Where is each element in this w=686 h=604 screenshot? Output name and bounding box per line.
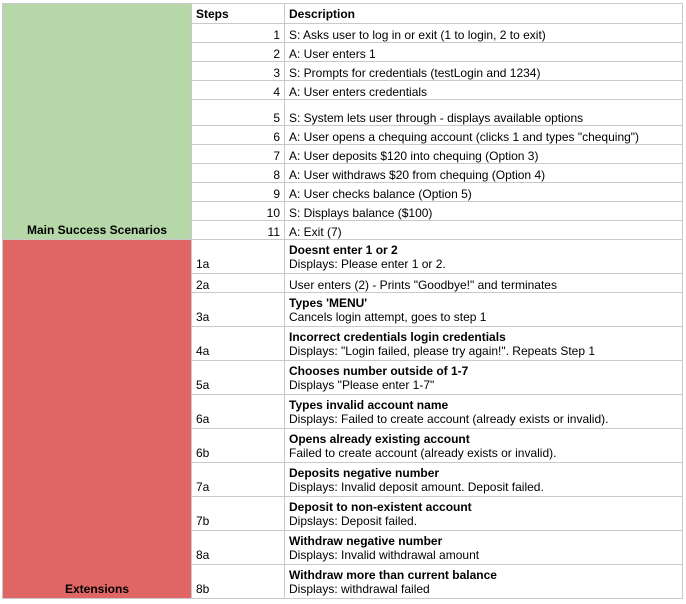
extensions-group-label: Extensions: [64, 582, 130, 596]
extension-description: Incorrect credentials login credentials …: [284, 326, 683, 361]
extension-detail: Displays: Failed to create account (alre…: [289, 412, 609, 426]
step-number: 9: [191, 182, 285, 202]
main-success-group-label: Main Success Scenarios: [26, 223, 168, 237]
step-number: 3: [191, 61, 285, 81]
table-row: 10 S: Displays balance ($100): [3, 201, 683, 221]
step-id: 2a: [191, 273, 285, 293]
extension-title: Deposits negative number: [289, 466, 440, 480]
step-id: 7b: [191, 496, 285, 531]
extension-title: Doesnt enter 1 or 2: [289, 243, 398, 257]
extension-title: Withdraw negative number: [289, 534, 443, 548]
extension-description: Opens already existing account Failed to…: [284, 428, 683, 463]
step-description: S: System lets user through - displays a…: [284, 99, 683, 126]
step-id: 3a: [191, 292, 285, 327]
extension-detail: Displays: Invalid withdrawal amount: [289, 548, 480, 562]
step-description: A: User deposits $120 into chequing (Opt…: [284, 144, 683, 164]
step-description: S: Asks user to log in or exit (1 to log…: [284, 23, 683, 43]
table-row: 2 A: User enters 1: [3, 42, 683, 62]
step-description: A: Exit (7): [284, 220, 683, 240]
step-number: 5: [191, 99, 285, 126]
extension-description: Withdraw negative number Displays: Inval…: [284, 530, 683, 565]
extension-description: Types invalid account name Displays: Fai…: [284, 394, 683, 429]
step-id: 4a: [191, 326, 285, 361]
extension-detail: User enters (2) - Prints "Goodbye!" and …: [289, 278, 557, 292]
table-row: 6b Opens already existing account Failed…: [3, 428, 683, 463]
extension-detail: Failed to create account (already exists…: [289, 446, 557, 460]
table-row: 7b Deposit to non-existent account Dipsl…: [3, 496, 683, 531]
extension-title: Chooses number outside of 1-7: [289, 364, 469, 378]
step-description: A: User enters credentials: [284, 80, 683, 100]
extension-detail: Displays: Invalid deposit amount. Deposi…: [289, 480, 544, 494]
header-row: Main Success Scenarios Steps Description: [2, 3, 683, 240]
extension-description: Deposits negative number Displays: Inval…: [284, 462, 683, 497]
step-description: S: Displays balance ($100): [284, 201, 683, 221]
extension-description: Chooses number outside of 1-7 Displays "…: [284, 360, 683, 395]
step-id: 6b: [191, 428, 285, 463]
step-number: 2: [191, 42, 285, 62]
step-id: 8b: [191, 564, 285, 599]
description-header: Description: [284, 3, 683, 24]
step-number: 4: [191, 80, 285, 100]
step-description: A: User withdraws $20 from chequing (Opt…: [284, 163, 683, 183]
extension-title: Deposit to non-existent account: [289, 500, 472, 514]
step-description: A: User opens a chequing account (clicks…: [284, 125, 683, 145]
table-row: 8b Withdraw more than current balance Di…: [3, 564, 683, 599]
extension-description: User enters (2) - Prints "Goodbye!" and …: [284, 273, 683, 293]
step-id: 7a: [191, 462, 285, 497]
extension-detail: Displays: "Login failed, please try agai…: [289, 344, 596, 358]
extension-detail: Dipslays: Deposit failed.: [289, 514, 418, 528]
extensions-group-cell: Extensions: [2, 239, 192, 599]
step-description: A: User enters 1: [284, 42, 683, 62]
extension-title: Types 'MENU': [289, 296, 368, 310]
table-row: 8 A: User withdraws $20 from chequing (O…: [3, 163, 683, 183]
extension-title: Types invalid account name: [289, 398, 449, 412]
extension-description: Doesnt enter 1 or 2 Displays: Please ent…: [284, 239, 683, 274]
table-row: Extensions 1a Doesnt enter 1 or 2 Displa…: [2, 239, 683, 599]
step-number: 11: [191, 220, 285, 240]
use-case-table: Main Success Scenarios Steps Description…: [2, 3, 683, 599]
extension-title: Opens already existing account: [289, 432, 470, 446]
table-row: 4 A: User enters credentials: [3, 80, 683, 100]
extension-description: Types 'MENU' Cancels login attempt, goes…: [284, 292, 683, 327]
steps-header: Steps: [191, 3, 285, 24]
extension-detail: Displays "Please enter 1-7": [289, 378, 435, 392]
table-row: 5 S: System lets user through - displays…: [3, 99, 683, 126]
extension-detail: Displays: withdrawal failed: [289, 582, 430, 596]
extension-description: Withdraw more than current balance Displ…: [284, 564, 683, 599]
step-number: 7: [191, 144, 285, 164]
table-row: 6a Types invalid account name Displays: …: [3, 394, 683, 429]
table-row: 11 A: Exit (7): [3, 220, 683, 240]
main-success-group-cell: Main Success Scenarios: [2, 3, 192, 240]
step-number: 8: [191, 163, 285, 183]
extension-description: Deposit to non-existent account Dipslays…: [284, 496, 683, 531]
step-id: 5a: [191, 360, 285, 395]
table-row: 5a Chooses number outside of 1-7 Display…: [3, 360, 683, 395]
step-description: A: User checks balance (Option 5): [284, 182, 683, 202]
extension-detail: Cancels login attempt, goes to step 1: [289, 310, 487, 324]
step-number: 1: [191, 23, 285, 43]
table-row: 9 A: User checks balance (Option 5): [3, 182, 683, 202]
extension-title: Withdraw more than current balance: [289, 568, 497, 582]
step-description: S: Prompts for credentials (testLogin an…: [284, 61, 683, 81]
step-id: 6a: [191, 394, 285, 429]
extension-title: Incorrect credentials login credentials: [289, 330, 506, 344]
step-number: 6: [191, 125, 285, 145]
table-row: 7 A: User deposits $120 into chequing (O…: [3, 144, 683, 164]
step-id: 8a: [191, 530, 285, 565]
step-number: 10: [191, 201, 285, 221]
extension-detail: Displays: Please enter 1 or 2.: [289, 257, 446, 271]
table-row: 2a User enters (2) - Prints "Goodbye!" a…: [3, 273, 683, 293]
step-id: 1a: [191, 239, 285, 274]
